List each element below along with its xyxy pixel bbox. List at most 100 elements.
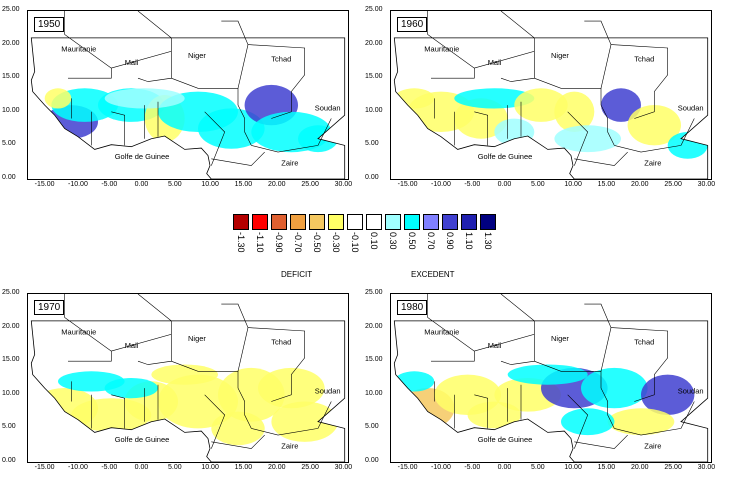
country-border	[534, 20, 612, 89]
country-label-mali: Mali	[125, 341, 139, 350]
country-label-mauritanie: Mauritanie	[424, 327, 459, 336]
country-border	[171, 303, 249, 372]
x-tick-label: 30.00	[334, 464, 353, 471]
x-tick-label: -10.00	[431, 181, 451, 188]
country-border	[211, 151, 265, 166]
country-border	[427, 11, 475, 79]
x-tick-label: 20.00	[268, 181, 286, 188]
x-tick-label: 25.00	[664, 181, 682, 188]
legend-swatch	[347, 214, 363, 230]
country-border	[600, 88, 615, 146]
anomaly-patch	[561, 408, 615, 436]
country-border	[111, 11, 172, 69]
country-border	[237, 88, 252, 146]
map-svg: Mauritanie Mali Niger Tchad Soudan Golfe de G…	[393, 294, 709, 462]
legend-swatch	[423, 214, 439, 230]
country-label-niger: Niger	[551, 334, 569, 343]
coastline	[393, 320, 709, 462]
country-label-soudan: Soudan	[315, 104, 341, 113]
legend-value-label: 0.70	[426, 232, 436, 250]
legend-value-label: -0.70	[293, 232, 303, 253]
country-border	[204, 394, 226, 449]
legend-value-label: -0.10	[350, 232, 360, 253]
x-tick-label: 15.00	[234, 464, 253, 471]
x-tick-label: 5.00	[168, 464, 182, 471]
y-tick-label: 15.00	[365, 73, 383, 81]
country-label-mauritanie: Mauritanie	[61, 327, 96, 336]
country-label-zaire: Zaire	[281, 159, 298, 168]
y-tick-label: 0.00	[2, 457, 16, 464]
x-tick-label: 0.00	[497, 181, 512, 188]
y-tick-label: 20.00	[365, 322, 383, 330]
country-border	[204, 111, 226, 166]
legend-value-label: -0.50	[312, 232, 322, 253]
legend-swatch	[328, 214, 344, 230]
year-label: 1980	[397, 300, 428, 315]
country-border	[474, 11, 535, 69]
map-panel-1970: Mauritanie Mali Niger Tchad Soudan Golfe de G…	[27, 293, 349, 463]
y-tick-label: 5.00	[2, 423, 16, 431]
legend-swatch	[233, 214, 249, 230]
country-label-niger: Niger	[551, 51, 569, 60]
x-tick-label: 25.00	[664, 464, 682, 471]
country-border	[474, 394, 488, 429]
anomaly-patch	[104, 88, 185, 109]
x-tick-label: 5.00	[168, 181, 182, 188]
x-tick-label: 0.00	[497, 464, 512, 471]
x-tick-label: 20.00	[631, 181, 649, 188]
legend-swatch	[385, 214, 401, 230]
legend-swatch	[290, 214, 306, 230]
x-tick-label: -15.00	[34, 181, 55, 188]
legend-value-label: -1.10	[255, 232, 265, 253]
country-border	[111, 294, 172, 352]
country-border	[610, 327, 669, 402]
country-label-tchad: Tchad	[271, 337, 291, 346]
anomaly-patch	[394, 88, 435, 109]
map-panel-1980: Mauritanie Mali Niger Tchad Soudan Golfe de G…	[390, 293, 712, 463]
y-tick-label: 0.00	[365, 174, 379, 181]
legend-swatch	[461, 214, 477, 230]
x-tick-label: -15.00	[34, 464, 55, 471]
year-label: 1960	[397, 17, 428, 32]
map-svg: Mauritanie Mali Niger Tchad Soudan Golfe de G…	[30, 11, 346, 179]
y-tick-label: 25.00	[2, 6, 20, 13]
country-border	[614, 401, 695, 436]
x-tick-label: 20.00	[631, 464, 649, 471]
legend-value-label: 0.10	[369, 232, 379, 250]
coastline	[30, 37, 346, 179]
country-border	[137, 51, 172, 82]
country-border	[211, 434, 265, 449]
legend-swatch	[480, 214, 496, 230]
country-border	[567, 111, 589, 166]
x-tick-label: -5.00	[464, 181, 481, 188]
country-label-golfe: Golfe de Guinee	[115, 152, 170, 161]
y-tick-label: 0.00	[2, 174, 16, 181]
country-label-tchad: Tchad	[271, 54, 291, 63]
year-label: 1970	[34, 300, 65, 315]
anomaly-patch	[554, 125, 621, 153]
x-tick-label: 10.00	[201, 181, 219, 188]
country-border	[567, 394, 589, 449]
y-tick-label: 5.00	[2, 140, 16, 148]
country-label-soudan: Soudan	[678, 104, 704, 113]
anomaly-patch	[211, 411, 265, 446]
y-tick-label: 10.00	[365, 106, 383, 114]
x-tick-label: -5.00	[464, 464, 481, 471]
country-border	[534, 303, 612, 372]
country-border	[610, 44, 669, 119]
country-label-golfe: Golfe de Guinee	[115, 435, 170, 444]
y-tick-label: 10.00	[2, 389, 20, 397]
country-border	[574, 151, 628, 166]
y-tick-label: 25.00	[2, 289, 20, 296]
country-border	[427, 294, 475, 362]
legend-value-label: 0.90	[445, 232, 455, 250]
x-tick-label: -5.00	[101, 464, 118, 471]
legend-swatch	[366, 214, 382, 230]
country-border	[111, 394, 125, 429]
y-tick-label: 10.00	[2, 106, 20, 114]
y-tick-label: 25.00	[365, 6, 383, 13]
anomaly-patch	[554, 91, 595, 132]
y-tick-label: 25.00	[365, 289, 383, 296]
country-label-soudan: Soudan	[315, 387, 341, 396]
country-border	[171, 20, 249, 89]
